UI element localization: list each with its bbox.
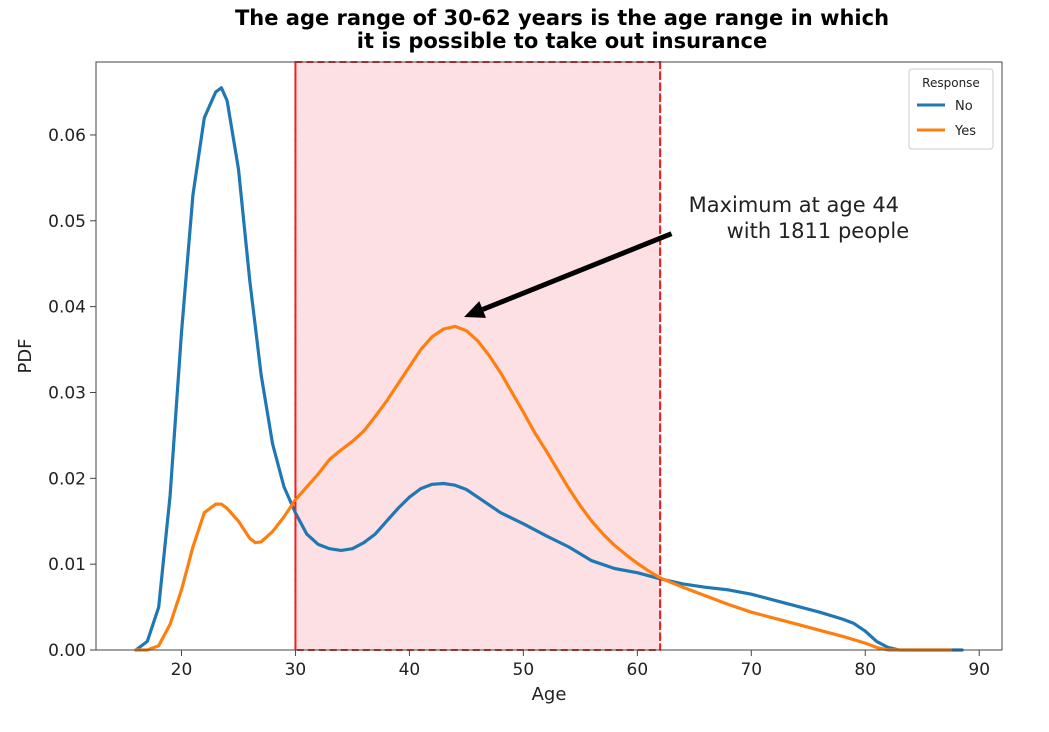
x-tick-label: 50 (513, 660, 535, 680)
x-tick-label: 90 (968, 660, 990, 680)
y-tick-label: 0.04 (48, 298, 86, 318)
chart-title-line-2: it is possible to take out insurance (357, 29, 767, 53)
y-tick-label: 0.05 (48, 212, 86, 232)
x-tick-label: 80 (854, 660, 876, 680)
legend: Response No Yes (908, 68, 994, 150)
series-line-no (134, 86, 964, 652)
y-tick-label: 0.03 (48, 383, 86, 403)
annotation-line-2: with 1811 people (727, 219, 910, 243)
x-tick-label: 60 (627, 660, 649, 680)
plot-frame (95, 61, 1003, 651)
x-tick-label: 30 (285, 660, 307, 680)
y-tick-label: 0.06 (48, 126, 86, 146)
y-tick-label: 0.00 (48, 641, 86, 661)
x-axis-label: Age (532, 684, 567, 705)
legend-label-no: No (955, 99, 973, 114)
x-tick-label: 20 (171, 660, 193, 680)
series-line-yes (134, 324, 953, 652)
legend-title: Response (922, 76, 980, 90)
y-axis-label: PDF (15, 338, 36, 373)
insurance-age-span (294, 61, 662, 651)
legend-label-yes: Yes (954, 124, 976, 139)
annotation-arrow-shaft (481, 231, 673, 312)
y-axis: 0.00 0.01 0.02 0.03 0.04 0.05 0.06 (48, 126, 96, 661)
chart-title: The age range of 30-62 years is the age … (235, 6, 889, 53)
x-axis: 20 30 40 50 60 70 80 90 (171, 650, 990, 680)
annotation-arrow-head (464, 301, 487, 318)
x-tick-label: 40 (399, 660, 421, 680)
annotation-line-1: Maximum at age 44 (689, 193, 899, 217)
y-tick-label: 0.02 (48, 469, 86, 489)
chart-title-line-1: The age range of 30-62 years is the age … (235, 6, 889, 30)
x-tick-label: 70 (740, 660, 762, 680)
density-curves (134, 86, 964, 652)
y-tick-label: 0.01 (48, 555, 86, 575)
